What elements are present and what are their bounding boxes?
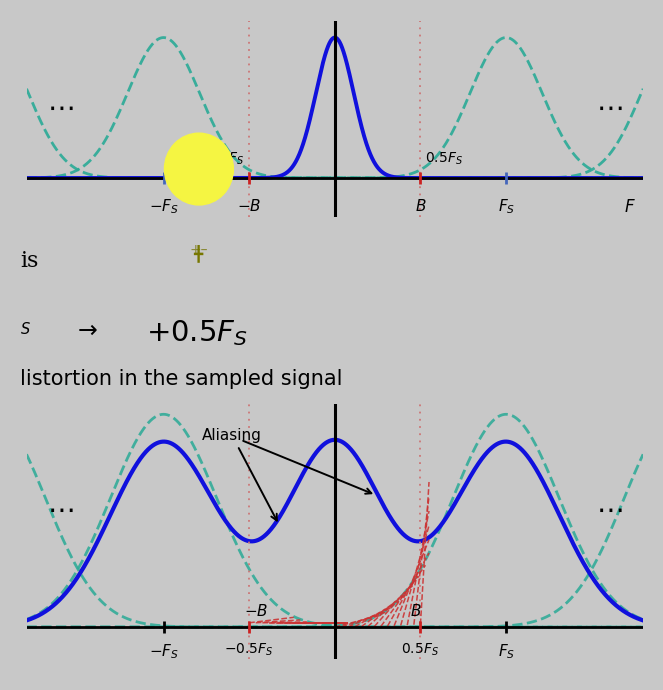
Text: $+0.5F_S$: $+0.5F_S$ [146,318,247,348]
Text: $-0.5F_S$: $-0.5F_S$ [224,642,274,658]
Text: Aliasing: Aliasing [202,428,277,520]
Text: $-B$: $-B$ [237,197,261,214]
Text: $╋$: $╋$ [193,243,205,265]
Text: $-F_S$: $-F_S$ [149,642,178,660]
Text: $0.5F_S$: $0.5F_S$ [425,150,463,167]
Text: $\rightarrow$: $\rightarrow$ [73,318,98,342]
Text: $B$: $B$ [410,602,422,618]
Text: $\cdots$: $\cdots$ [48,496,74,524]
Text: +–: +– [190,244,208,257]
Text: $-B$: $-B$ [244,602,268,618]
Text: $\cdots$: $\cdots$ [595,94,622,122]
Text: $F_S$: $F_S$ [497,642,514,660]
Text: is: is [20,250,38,273]
Text: $B$: $B$ [414,197,426,214]
Text: $\cdots$: $\cdots$ [595,496,622,524]
Text: $-F_S$: $-F_S$ [149,197,178,217]
Text: $F_S$: $F_S$ [497,197,514,217]
Text: $F$: $F$ [625,197,636,216]
Text: $\cdots$: $\cdots$ [48,94,74,122]
Text: $-0.5F_S$: $-0.5F_S$ [196,150,245,167]
Text: listortion in the sampled signal: listortion in the sampled signal [20,369,342,389]
Text: $0.5F_S$: $0.5F_S$ [402,642,440,658]
Text: $_S$: $_S$ [20,318,31,337]
